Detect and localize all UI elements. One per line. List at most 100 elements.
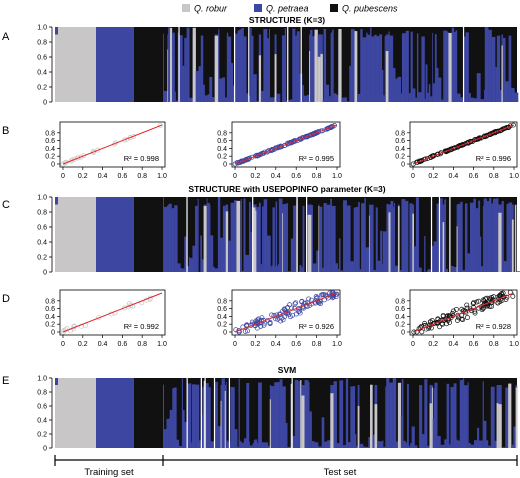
scatter-point bbox=[452, 145, 458, 151]
bar-segment bbox=[370, 384, 373, 448]
bar-segment bbox=[397, 206, 400, 272]
bar-segment bbox=[184, 236, 187, 272]
bar-segment bbox=[234, 429, 238, 448]
bar-segment bbox=[432, 32, 434, 102]
bar-segment bbox=[246, 382, 250, 448]
scatter-panel-1: 0 0.2 0.4 0.6 0.8 1.000.20.40.60.8R² = 0.998 bbox=[45, 121, 167, 180]
bar-segment bbox=[424, 235, 426, 272]
bar-segment bbox=[204, 95, 208, 102]
bar-segment bbox=[438, 77, 442, 102]
bar-segment bbox=[392, 378, 397, 448]
structure-plot-a: 0 0.2 0.4 0.6 0.8 1.0 bbox=[37, 25, 519, 107]
fit-line bbox=[62, 124, 163, 165]
bar-segment bbox=[178, 445, 183, 448]
training-block bbox=[96, 378, 134, 448]
legend-label-robur: Q. robur bbox=[194, 4, 228, 14]
y-tick-label: 0.8 bbox=[45, 130, 55, 137]
x-tick-label: 0.6 bbox=[291, 341, 301, 348]
scatter-point bbox=[240, 158, 246, 164]
bar-segment bbox=[505, 81, 509, 102]
bar-segment bbox=[480, 99, 485, 102]
bar-segment bbox=[230, 202, 235, 272]
bar-segment bbox=[235, 33, 238, 102]
bar-segment bbox=[468, 443, 471, 448]
bar-segment bbox=[312, 36, 315, 102]
bar-segment bbox=[166, 418, 170, 448]
scatter-point bbox=[71, 323, 77, 329]
bar-segment bbox=[341, 97, 344, 102]
bar-segment bbox=[219, 78, 223, 102]
bar-gap bbox=[430, 197, 433, 272]
bar-segment bbox=[451, 27, 455, 102]
bar-segment bbox=[205, 383, 209, 448]
bar-segment bbox=[171, 32, 175, 102]
bar-segment bbox=[453, 383, 457, 448]
bar-segment bbox=[241, 27, 244, 102]
bar-segment bbox=[287, 271, 292, 272]
bar-segment bbox=[366, 32, 368, 102]
bar-segment bbox=[308, 382, 310, 448]
bar-segment bbox=[408, 446, 411, 448]
bar-segment bbox=[411, 426, 415, 448]
bar-segment bbox=[224, 97, 228, 102]
bar-segment bbox=[371, 36, 375, 103]
bar-segment bbox=[470, 97, 474, 102]
bar-segment bbox=[511, 444, 514, 448]
bar-segment bbox=[238, 378, 240, 448]
panel-letter-a: A bbox=[2, 31, 10, 43]
bar-segment bbox=[177, 263, 181, 272]
bar-segment bbox=[230, 62, 233, 102]
bar-segment bbox=[239, 440, 241, 448]
y-tick-label: 0.6 bbox=[37, 225, 47, 232]
y-tick-label: 0.4 bbox=[37, 240, 47, 247]
bar-segment bbox=[338, 28, 342, 103]
bar-segment bbox=[175, 100, 178, 102]
bar-segment bbox=[482, 381, 484, 448]
scatter-point bbox=[471, 300, 477, 306]
bar-segment bbox=[355, 207, 359, 272]
bar-segment bbox=[176, 439, 180, 448]
bar-segment bbox=[364, 198, 366, 272]
y-tick-label: 0.2 bbox=[395, 154, 405, 161]
bar-segment bbox=[261, 206, 264, 272]
bar-segment bbox=[484, 89, 485, 102]
scatter-point bbox=[68, 158, 74, 164]
bar-segment bbox=[379, 34, 383, 102]
scatter-point bbox=[495, 300, 501, 306]
bar-segment bbox=[463, 385, 468, 448]
scatter-panel-1: 0 0.2 0.4 0.6 0.8 1.000.20.40.60.8R² = 0.992 bbox=[45, 289, 167, 348]
bar-segment bbox=[430, 96, 433, 102]
bar-segment bbox=[167, 49, 169, 102]
panel-title-c: STRUCTURE with USEPOPINFO parameter (K=3… bbox=[188, 184, 385, 194]
bar-segment bbox=[168, 27, 171, 102]
bar-segment bbox=[419, 385, 423, 448]
bar-segment bbox=[323, 28, 327, 103]
bar-segment bbox=[268, 28, 271, 102]
y-tick-label: 0.2 bbox=[217, 322, 227, 329]
bar-segment bbox=[508, 383, 512, 448]
bar-segment bbox=[349, 65, 352, 102]
scatter-panel-2: 0 0.2 0.4 0.6 0.8 1.000.20.40.60.8R² = 0.995 bbox=[217, 121, 342, 180]
bar-segment bbox=[475, 208, 479, 272]
bar-segment bbox=[301, 395, 305, 448]
bar-segment bbox=[434, 382, 438, 448]
bar-segment bbox=[372, 434, 375, 448]
y-tick-label: 0 bbox=[51, 330, 55, 337]
bar-segment bbox=[446, 383, 450, 448]
bar-segment bbox=[385, 51, 389, 102]
bar-segment bbox=[382, 263, 384, 272]
bar-segment bbox=[482, 205, 484, 272]
scatter-point bbox=[437, 324, 442, 330]
bar-segment bbox=[227, 240, 231, 272]
bar-segment bbox=[302, 85, 304, 102]
bar-segment bbox=[186, 266, 190, 272]
scatter-point bbox=[455, 317, 460, 323]
bar-segment bbox=[490, 386, 495, 448]
bar-segment bbox=[495, 198, 499, 272]
bar-segment bbox=[201, 259, 204, 272]
scatter-point bbox=[81, 153, 87, 159]
bar-segment bbox=[163, 90, 168, 102]
bar-segment bbox=[444, 199, 447, 272]
bar-segment bbox=[166, 205, 169, 272]
bar-segment bbox=[184, 422, 188, 448]
